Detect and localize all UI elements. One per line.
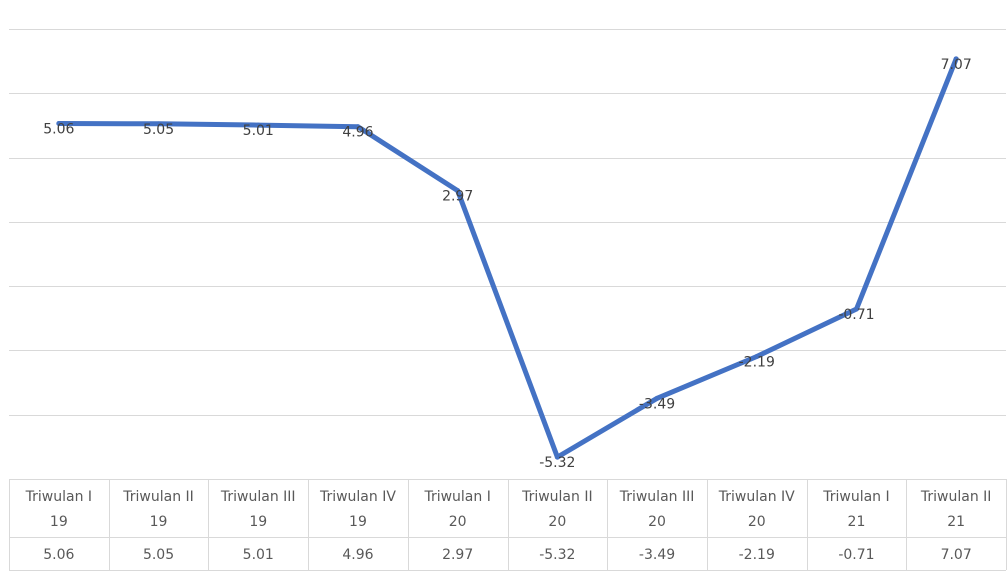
category-year-7: 20 — [748, 514, 766, 530]
category-year-2: 19 — [249, 514, 267, 530]
data-point-3 — [355, 124, 361, 130]
category-year-6: 20 — [648, 514, 666, 530]
table-value-5: -5.32 — [539, 547, 575, 563]
data-table: Triwulan I 19 5.06 Triwulan II 19 5.05 Triwula… — [9, 479, 1007, 571]
category-year-0: 19 — [50, 514, 68, 530]
data-label-1: 5.05 — [143, 122, 174, 138]
category-label-3: Triwulan IV — [319, 489, 396, 505]
data-label-7: -2.19 — [739, 355, 775, 371]
data-label-5: -5.32 — [539, 455, 575, 471]
category-label-6: Triwulan III — [619, 489, 695, 505]
data-point-6 — [654, 395, 660, 401]
grid-layer — [9, 29, 1006, 416]
table-value-4: 2.97 — [442, 547, 473, 563]
data-point-9 — [953, 56, 959, 62]
data-label-6: -3.49 — [639, 396, 675, 412]
data-label-2: 5.01 — [243, 123, 274, 139]
data-label-9: 7.07 — [941, 57, 972, 73]
data-point-2 — [255, 122, 261, 128]
data-label-4: 2.97 — [442, 189, 473, 205]
table-value-3: 4.96 — [342, 547, 373, 563]
table-value-0: 5.06 — [43, 547, 74, 563]
table-value-7: -2.19 — [739, 547, 775, 563]
table-value-8: -0.71 — [838, 547, 874, 563]
table-value-2: 5.01 — [243, 547, 274, 563]
category-year-9: 21 — [947, 514, 965, 530]
data-point-4 — [455, 188, 461, 194]
category-label-7: Triwulan IV — [718, 489, 795, 505]
data-point-5 — [554, 454, 560, 460]
data-point-0 — [56, 121, 62, 126]
table-value-9: 7.07 — [941, 547, 972, 563]
line-layer — [56, 56, 959, 460]
category-label-9: Triwulan II — [920, 489, 992, 505]
data-label-3: 4.96 — [342, 125, 373, 141]
data-point-7 — [754, 354, 760, 360]
category-label-1: Triwulan II — [122, 489, 194, 505]
category-year-3: 19 — [349, 514, 367, 530]
category-label-8: Triwulan I — [822, 489, 889, 505]
table-value-6: -3.49 — [639, 547, 675, 563]
series-line — [56, 56, 959, 460]
category-label-5: Triwulan II — [521, 489, 593, 505]
category-label-2: Triwulan III — [220, 489, 296, 505]
category-label-0: Triwulan I — [25, 489, 92, 505]
table-value-1: 5.05 — [143, 547, 174, 563]
category-label-4: Triwulan I — [423, 489, 490, 505]
data-label-8: -0.71 — [838, 307, 874, 323]
category-year-5: 20 — [548, 514, 566, 530]
data-point-1 — [156, 121, 162, 127]
label-layer: 5.06 5.05 5.01 4.96 2.97 -5.32 -3.49 -2.19 -0.71… — [43, 57, 971, 471]
data-point-8 — [853, 306, 859, 312]
category-year-8: 21 — [848, 514, 866, 530]
data-label-0: 5.06 — [43, 122, 74, 138]
category-year-1: 19 — [150, 514, 168, 530]
category-year-4: 20 — [449, 514, 467, 530]
